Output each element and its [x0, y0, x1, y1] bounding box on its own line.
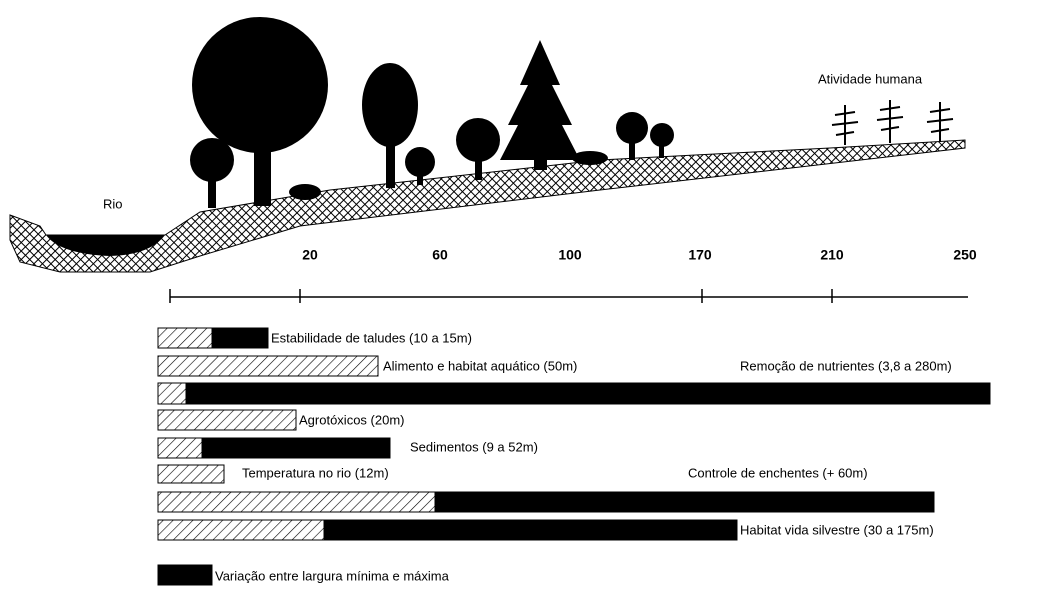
function-label: Estabilidade de taludes (10 a 15m)	[271, 330, 472, 345]
function-label: Remoção de nutrientes (3,8 a 280m)	[740, 358, 952, 373]
human-activity-label: Atividade humana	[818, 71, 923, 86]
axis-tick-label: 250	[953, 247, 977, 263]
axis	[170, 289, 968, 303]
axis-tick-label: 20	[302, 247, 318, 263]
axis-tick-label: 100	[558, 247, 582, 263]
landscape	[10, 17, 965, 272]
function-label: Habitat vida silvestre (30 a 175m)	[740, 522, 934, 537]
function-label: Alimento e habitat aquático (50m)	[383, 358, 577, 373]
axis-tick-label: 170	[688, 247, 712, 263]
axis-tick-label: 60	[432, 247, 448, 263]
function-label: Agrotóxicos (20m)	[299, 412, 404, 427]
river-label: Rio	[103, 196, 123, 211]
axis-tick-label: 210	[820, 247, 844, 263]
function-label: Temperatura no rio (12m)	[242, 465, 389, 480]
function-label: Controle de enchentes (+ 60m)	[688, 465, 868, 480]
legend-label: Variação entre largura mínima e máxima	[215, 568, 450, 583]
function-label: Sedimentos (9 a 52m)	[410, 439, 538, 454]
diagram: Rio Atividade humana 20 60 100 170 210 2…	[0, 0, 1043, 588]
